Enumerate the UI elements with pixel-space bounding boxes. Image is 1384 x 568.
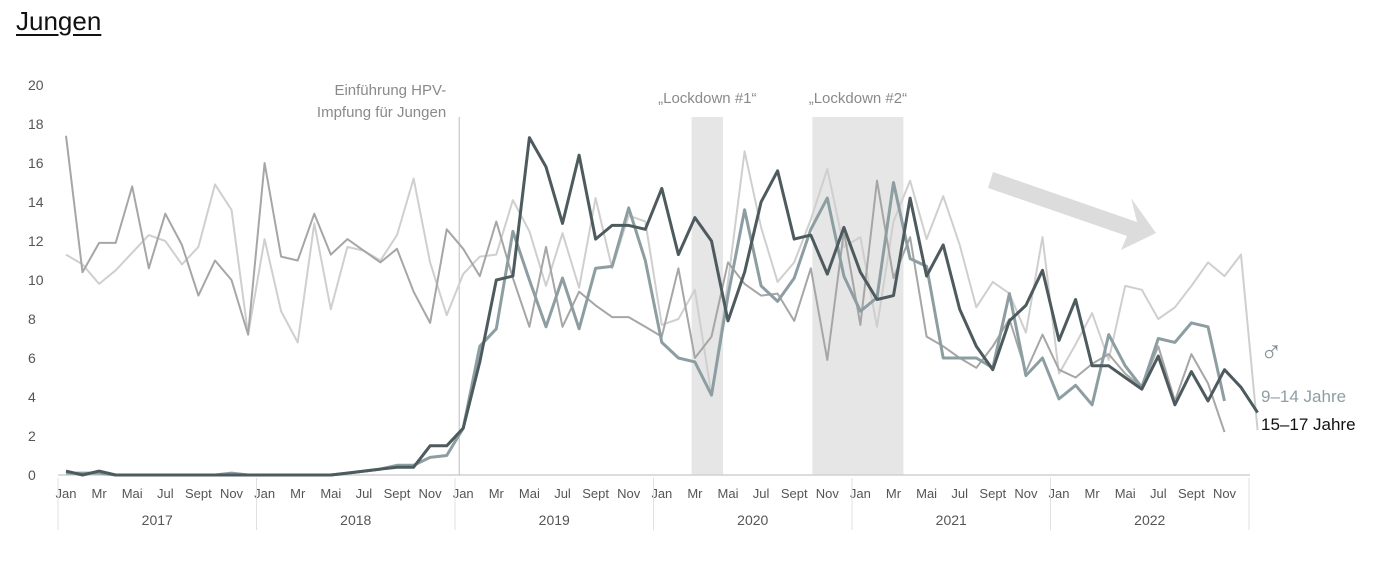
x-year-label: 2021 (936, 512, 967, 528)
trend-arrow (988, 172, 1156, 250)
x-month-label: Mr (92, 486, 108, 501)
series-line-2 (65, 135, 1226, 433)
x-year-label: 2019 (539, 512, 570, 528)
x-month-label: Nov (419, 486, 443, 501)
axes: 0 2 4 6 8 10 12 14 16 18 20 Jan Mr Mai Jul Sept Nov Jan Mr… (28, 77, 1250, 530)
x-month-label: Mai (718, 486, 739, 501)
y-tick-label: 18 (28, 116, 44, 132)
x-month-label: Mr (1085, 486, 1101, 501)
x-month-label: Jul (356, 486, 373, 501)
series-line-1 (65, 150, 1259, 431)
x-month-label: Sept (979, 486, 1006, 501)
x-month-label: Jan (1049, 486, 1070, 501)
series-lines (65, 135, 1259, 477)
x-month-label: Jan (254, 486, 275, 501)
y-tick-label: 10 (28, 272, 44, 288)
x-month-label: Jan (453, 486, 474, 501)
x-month-label: Nov (617, 486, 641, 501)
y-tick-label: 8 (28, 311, 36, 327)
x-month-label: Nov (816, 486, 840, 501)
y-tick-label: 12 (28, 233, 44, 249)
lockdown-label-2: „Lockdown #2“ (809, 90, 907, 107)
x-month-label: Sept (781, 486, 808, 501)
x-month-label: Jan (56, 486, 77, 501)
chart-title: Jungen (16, 6, 102, 36)
x-month-label: Jul (753, 486, 770, 501)
x-year-label: 2018 (340, 512, 371, 528)
x-month-label: Mr (290, 486, 306, 501)
hpv-label-line-2: Impfung für Jungen (317, 104, 446, 121)
y-tick-label: 6 (28, 350, 36, 366)
x-month-label: Mai (916, 486, 937, 501)
y-tick-label: 2 (28, 428, 36, 444)
x-month-label: Nov (1014, 486, 1038, 501)
x-year-label: 2017 (142, 512, 173, 528)
x-month-label: Sept (384, 486, 411, 501)
x-month-label: Jul (554, 486, 571, 501)
x-month-label: Sept (185, 486, 212, 501)
series-line-4 (65, 136, 1259, 477)
x-month-label: Mai (519, 486, 540, 501)
y-tick-label: 16 (28, 155, 44, 171)
annotations: „Lockdown #1“ „Lockdown #2“ Einführung HPV… (317, 82, 1156, 475)
x-month-label: Mr (886, 486, 902, 501)
male-symbol-icon: ♂ (1260, 336, 1283, 369)
x-month-label: Sept (582, 486, 609, 501)
x-month-label: Jul (1150, 486, 1167, 501)
y-tick-label: 0 (28, 467, 36, 483)
hpv-label-line-1: Einführung HPV- (334, 82, 446, 99)
x-month-label: Jan (651, 486, 672, 501)
x-month-label: Jul (157, 486, 174, 501)
legend-item-1: 9–14 Jahre (1261, 387, 1346, 406)
y-tick-label: 4 (28, 389, 36, 405)
x-month-label: Sept (1178, 486, 1205, 501)
lockdown-label-1: „Lockdown #1“ (658, 90, 756, 107)
x-month-label: Mai (320, 486, 341, 501)
y-tick-label: 14 (28, 194, 44, 210)
x-month-label: Nov (1213, 486, 1237, 501)
x-month-label: Mr (687, 486, 703, 501)
legend-item-2: 15–17 Jahre (1261, 415, 1356, 434)
x-year-label: 2020 (737, 512, 768, 528)
legend: ♂ 9–14 Jahre 15–17 Jahre (1260, 336, 1356, 434)
x-month-label: Jan (850, 486, 871, 501)
x-month-label: Nov (220, 486, 244, 501)
x-month-label: Mai (122, 486, 143, 501)
x-month-label: Mai (1115, 486, 1136, 501)
y-tick-label: 20 (28, 77, 44, 93)
x-month-label: Mr (489, 486, 505, 501)
x-month-label: Jul (951, 486, 968, 501)
x-year-label: 2022 (1134, 512, 1165, 528)
